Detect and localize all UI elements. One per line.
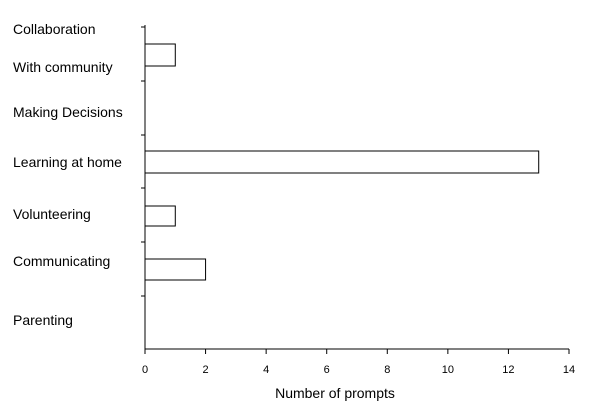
x-tick-label: 10 [442,364,454,376]
x-tick-label: 12 [502,364,514,376]
category-labels-group: Collaboration With community Making Decisi… [13,21,123,328]
bars-group [144,43,540,281]
x-tick-label: 14 [563,364,575,376]
x-tick-label: 6 [324,364,330,376]
category-label: Making Decisions [13,104,123,120]
x-ticks-group: 0 2 4 6 8 10 12 14 [142,349,575,376]
bar [144,150,540,174]
x-tick-label: 2 [203,364,209,376]
category-label: Communicating [13,253,110,269]
category-label: With community [13,59,113,75]
x-tick-label: 8 [384,364,390,376]
x-tick-label: 4 [263,364,269,376]
bar [144,43,176,67]
y-ticks-group [141,26,145,297]
category-label: Learning at home [13,154,122,170]
bar [144,205,176,227]
category-label: Parenting [13,312,73,328]
category-label: Collaboration [13,21,96,37]
x-axis-title: Number of prompts [275,385,395,401]
category-label: Volunteering [13,206,91,222]
x-tick-label: 0 [142,364,148,376]
bar [144,258,207,281]
